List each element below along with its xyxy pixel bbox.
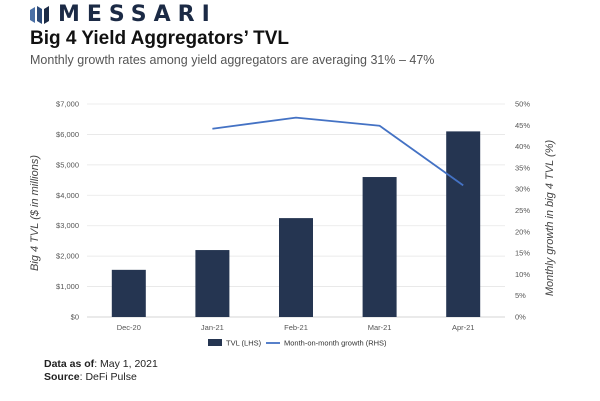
tvl-bar [362,177,397,317]
y-tick-label: $7,000 [56,100,79,109]
source: Source: DeFi Pulse [44,371,158,384]
x-tick-label: Feb-21 [284,323,308,332]
data-as-of: Data as of: May 1, 2021 [44,358,158,371]
y-tick-label: $1,000 [56,282,79,291]
data-as-of-label: Data as of [44,358,95,370]
y-tick-label: $3,000 [56,221,79,230]
x-tick-label: Mar-21 [368,323,392,332]
y-tick-label: $2,000 [56,252,79,261]
axis-ticks: $0 $1,000 $2,000 $3,000 $4,000 $5,000 $6,000 $7… [56,100,530,333]
y2-tick-label: 10% [515,270,530,279]
y-axis-title: Big 4 TVL ($ in millions) [29,155,41,271]
y2-tick-label: 20% [515,227,530,236]
tvl-bar [195,250,230,317]
source-label: Source [44,371,80,383]
tvl-bars [111,131,481,317]
legend-swatch-tvl [208,339,222,346]
y2-tick-label: 25% [515,206,530,215]
x-tick-label: Apr-21 [452,323,475,332]
y2-tick-label: 15% [515,249,530,258]
y2-tick-label: 5% [515,291,526,300]
growth-line [212,116,464,187]
tvl-bar [279,218,313,317]
source-value: : DeFi Pulse [79,371,137,383]
y2-axis-title: Monthly growth in big 4 TVL (%) [544,140,556,297]
legend-label-growth: Month-on-month growth (RHS) [284,339,387,348]
y2-tick-label: 50% [515,100,530,109]
y2-tick-label: 45% [515,121,530,130]
y2-tick-label: 0% [515,313,526,322]
legend-label-tvl: TVL (LHS) [226,339,262,348]
data-as-of-value: : May 1, 2021 [94,358,158,370]
legend: TVL (LHS) Month-on-month growth (RHS) [208,339,387,348]
tvl-bar [111,269,146,317]
messari-logo: MESSARI [30,4,217,26]
chart-title: Big 4 Yield Aggregators’ TVL [30,28,290,49]
y2-tick-label: 35% [515,163,530,172]
chart-subtitle: Monthly growth rates among yield aggrega… [30,53,435,67]
x-tick-label: Jan-21 [201,323,224,332]
messari-logo-wordmark: MESSARI [58,2,217,27]
tvl-bar [446,131,481,317]
y-tick-label: $6,000 [56,130,79,139]
y-tick-label: $0 [71,313,79,322]
messari-logo-mark-icon [30,6,49,24]
tvl-chart: $0 $1,000 $2,000 $3,000 $4,000 $5,000 $6,000 $7… [29,100,556,348]
y-tick-label: $5,000 [56,160,79,169]
y2-tick-label: 30% [515,185,530,194]
growth-line-path [212,116,464,187]
x-tick-label: Dec-20 [117,323,141,332]
footer: Data as of: May 1, 2021 Source: DeFi Pul… [44,358,158,384]
y2-tick-label: 40% [515,142,530,151]
y-tick-label: $4,000 [56,191,79,200]
